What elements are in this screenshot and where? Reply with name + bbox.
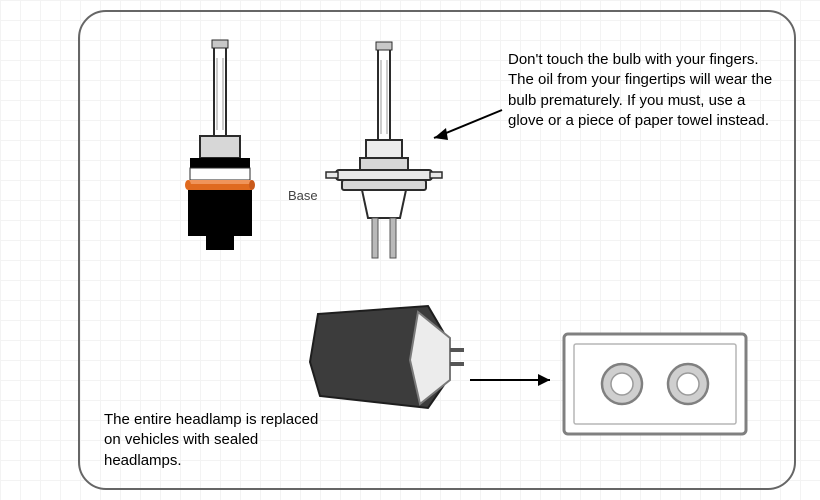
arrow-bottom xyxy=(468,368,564,392)
bulb-black-base xyxy=(160,40,280,260)
diagram-canvas: Base Don't touch the bulb with your fing… xyxy=(0,0,820,500)
caption-bottom-left-text: The entire headlamp is replaced on vehic… xyxy=(104,411,318,469)
bulb-prong-base xyxy=(320,42,450,272)
instruction-top-right-text: Don't touch the bulb with your fingers. … xyxy=(508,51,772,129)
sealed-headlamp xyxy=(300,300,470,420)
arrow-top xyxy=(420,100,510,150)
base-label: Base xyxy=(288,188,318,203)
caption-bottom-left: The entire headlamp is replaced on vehic… xyxy=(104,410,324,471)
instruction-top-right: Don't touch the bulb with your fingers. … xyxy=(508,50,778,131)
base-label-text: Base xyxy=(288,188,318,203)
dual-lamp-panel xyxy=(560,330,750,440)
